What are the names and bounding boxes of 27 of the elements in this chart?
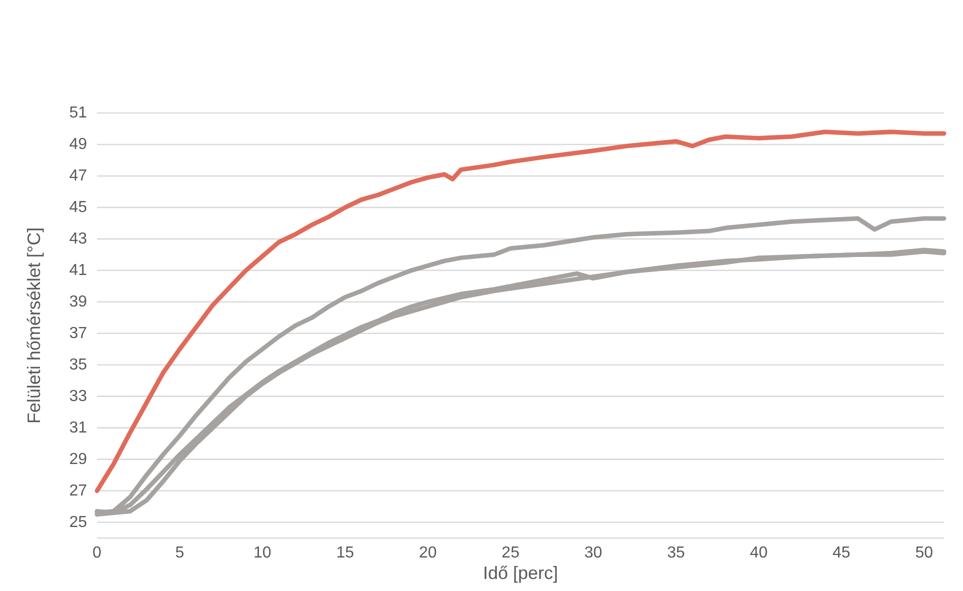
x-tick-label: 40 [750,544,768,562]
y-tick-label: 51 [69,104,88,122]
y-tick-label: 35 [69,356,88,374]
x-tick-label: 5 [175,544,184,562]
y-tick-label: 37 [69,324,88,342]
x-tick-label: 25 [502,544,520,562]
y-tick-label: 49 [69,136,88,153]
y-tick-label: 29 [69,450,88,468]
y-tick-label: 39 [69,293,88,310]
x-tick-label: 10 [254,544,272,562]
x-tick-label: 50 [915,544,934,562]
x-tick-label: 35 [667,544,686,562]
y-tick-label: 43 [69,230,88,248]
x-tick-label: 0 [92,544,102,562]
x-tick-label: 15 [336,544,354,562]
y-tick-label: 31 [69,419,88,436]
x-tick-label: 45 [832,544,850,562]
y-tick-label: 27 [69,482,88,500]
x-axis-title: Idő [perc] [482,563,558,583]
y-tick-label: 45 [69,198,88,216]
x-tick-label: 30 [584,544,602,562]
y-tick-label: 33 [69,388,88,405]
y-axis-title: Felületi hőmérséklet [°C] [24,227,44,424]
y-tick-label: 25 [69,514,88,531]
x-tick-label: 20 [418,544,437,562]
y-tick-label: 41 [69,262,88,279]
y-tick-label: 47 [69,167,88,184]
